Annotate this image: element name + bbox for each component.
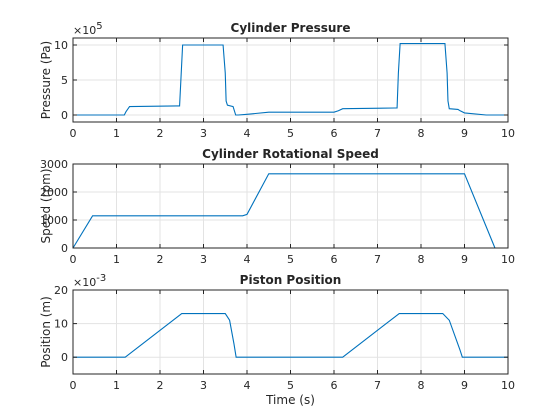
x-axis-label: Time (s) bbox=[265, 393, 315, 407]
x-tick-label: 0 bbox=[70, 253, 77, 266]
x-tick-label: 8 bbox=[418, 127, 425, 140]
subplot-1: 0 1 2 3 4 5 6 7 8 9 10 0 5 10 ×105 Cylinder Pressure Pre… bbox=[39, 21, 515, 140]
x-tick-label: 3 bbox=[200, 379, 207, 392]
data-series-line bbox=[73, 43, 508, 116]
y-tick-label: 5 bbox=[61, 74, 68, 87]
y-axis-label: Pressure (Pa) bbox=[39, 41, 53, 119]
y-axis-label: Position (m) bbox=[39, 296, 53, 368]
subplot-title: Cylinder Rotational Speed bbox=[202, 147, 379, 161]
x-tick-label: 3 bbox=[200, 253, 207, 266]
y-tick-label: 3000 bbox=[40, 158, 68, 171]
x-tick-label: 7 bbox=[374, 379, 381, 392]
y-tick-label: 10 bbox=[54, 39, 68, 52]
subplot-title: Cylinder Pressure bbox=[231, 21, 351, 35]
x-tick-label: 6 bbox=[331, 379, 338, 392]
x-tick-label: 1 bbox=[113, 127, 120, 140]
x-tick-label: 5 bbox=[287, 379, 294, 392]
x-tick-label: 9 bbox=[461, 253, 468, 266]
y-tick-label: 0 bbox=[61, 242, 68, 255]
y-multiplier-label: ×10-3 bbox=[73, 273, 106, 289]
x-tick-label: 6 bbox=[331, 127, 338, 140]
y-tick-label: 10 bbox=[54, 318, 68, 331]
x-tick-label: 4 bbox=[244, 127, 251, 140]
x-tick-label: 0 bbox=[70, 127, 77, 140]
x-tick-label: 6 bbox=[331, 253, 338, 266]
x-tick-label: 4 bbox=[244, 253, 251, 266]
x-tick-label: 4 bbox=[244, 379, 251, 392]
data-series-line bbox=[72, 173, 496, 249]
subplot-3: 0 1 2 3 4 5 6 7 8 9 10 0 10 20 ×10-3 Piston Position Pos… bbox=[39, 273, 515, 407]
x-tick-label: 7 bbox=[374, 253, 381, 266]
subplot-title: Piston Position bbox=[240, 273, 342, 287]
x-tick-label: 8 bbox=[418, 379, 425, 392]
x-tick-label: 0 bbox=[70, 379, 77, 392]
x-tick-label: 2 bbox=[157, 253, 164, 266]
x-tick-label: 2 bbox=[157, 127, 164, 140]
grid-lines bbox=[72, 163, 509, 249]
y-tick-label: 1000 bbox=[40, 214, 68, 227]
x-tick-label: 1 bbox=[113, 379, 120, 392]
x-tick-label: 9 bbox=[461, 127, 468, 140]
x-tick-label: 5 bbox=[287, 253, 294, 266]
x-tick-label: 8 bbox=[418, 253, 425, 266]
y-tick-label: 0 bbox=[61, 351, 68, 364]
y-tick-label: 0 bbox=[61, 109, 68, 122]
grid-lines bbox=[72, 38, 509, 122]
x-tick-label: 3 bbox=[200, 127, 207, 140]
x-tick-label: 10 bbox=[501, 253, 515, 266]
subplot-2: 0 1 2 3 4 5 6 7 8 9 10 0 1000 2000 3000 Cylinder Rotati… bbox=[39, 147, 515, 266]
x-tick-label: 5 bbox=[287, 127, 294, 140]
x-tick-label: 7 bbox=[374, 127, 381, 140]
data-series-line bbox=[73, 312, 508, 358]
x-tick-label: 2 bbox=[157, 379, 164, 392]
x-tick-label: 10 bbox=[501, 379, 515, 392]
y-multiplier-label: ×105 bbox=[73, 21, 103, 37]
x-tick-label: 9 bbox=[461, 379, 468, 392]
y-axis-label: Speed (rpm) bbox=[39, 168, 53, 243]
y-tick-label: 2000 bbox=[40, 186, 68, 199]
x-tick-label: 10 bbox=[501, 127, 515, 140]
y-tick-label: 20 bbox=[54, 284, 68, 297]
grid-lines bbox=[72, 289, 509, 374]
x-tick-label: 1 bbox=[113, 253, 120, 266]
